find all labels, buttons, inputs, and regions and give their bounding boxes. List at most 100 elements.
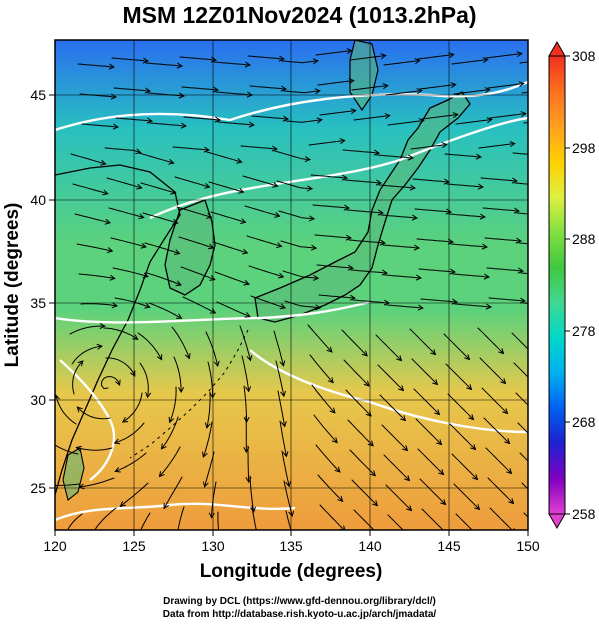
streamline xyxy=(216,301,251,318)
colorbar: 258 268 278 288 298 308 xyxy=(548,40,596,530)
streamline-arrowhead xyxy=(136,183,143,190)
streamline xyxy=(114,297,151,308)
streamline-arrowhead xyxy=(543,504,548,509)
streamline xyxy=(310,174,348,179)
y-axis: 45 40 35 30 25 Latitude (degrees) xyxy=(2,87,55,496)
streamline xyxy=(78,273,116,279)
streamline xyxy=(343,359,370,387)
colorbar-tick-label: 258 xyxy=(572,506,596,522)
streamline-arrowhead xyxy=(441,142,448,148)
streamline xyxy=(346,209,384,214)
streamline xyxy=(452,273,490,278)
map-panel xyxy=(54,39,548,541)
streamline xyxy=(76,243,113,252)
streamline-arrowhead xyxy=(102,189,109,196)
streamline-arrowhead xyxy=(411,214,418,221)
streamline-arrowhead xyxy=(380,53,387,59)
streamline-arrowhead xyxy=(363,380,370,387)
streamline-arrowhead xyxy=(409,536,414,541)
streamline-arrowhead xyxy=(158,471,165,478)
streamline-arrowhead xyxy=(398,385,405,392)
streamline-arrowhead xyxy=(308,215,316,222)
streamline-arrowhead xyxy=(238,188,245,194)
streamline-arrowhead xyxy=(539,444,544,449)
streamline-arrowhead xyxy=(347,264,354,271)
streamline xyxy=(489,113,527,119)
streamline xyxy=(487,477,514,504)
streamline-arrowhead xyxy=(138,213,145,220)
streamline xyxy=(145,62,183,67)
streamline xyxy=(421,114,459,120)
streamline xyxy=(204,451,215,488)
streamline-arrowhead xyxy=(326,346,333,353)
streamline xyxy=(78,477,115,488)
streamline-arrowhead xyxy=(156,354,163,361)
streamline xyxy=(178,236,214,249)
streamline-arrowhead xyxy=(107,247,114,253)
colorbar-tick-label: 308 xyxy=(572,48,596,64)
streamline xyxy=(319,504,345,530)
streamline-arrowhead xyxy=(109,274,116,281)
streamline xyxy=(176,206,212,218)
x-tick-label: 120 xyxy=(43,538,67,554)
streamline-arrowhead xyxy=(285,481,291,488)
streamline xyxy=(251,505,257,530)
streamline xyxy=(283,90,321,94)
streamline-arrowhead xyxy=(416,88,423,94)
streamline xyxy=(383,454,410,481)
streamline xyxy=(142,212,179,224)
streamline xyxy=(77,63,115,68)
streamline xyxy=(317,80,355,86)
streamline xyxy=(349,55,387,61)
streamline-arrowhead xyxy=(130,370,136,377)
streamline-arrowhead xyxy=(502,408,509,415)
map-title: MSM 12Z01Nov2024 (1013.2hPa) xyxy=(122,2,477,28)
streamline xyxy=(487,83,525,89)
streamline-arrowhead xyxy=(281,421,287,428)
streamline-arrowhead xyxy=(240,218,247,224)
streamline xyxy=(353,509,375,530)
streamline-arrowhead xyxy=(466,384,473,391)
streamline xyxy=(149,122,187,127)
streamline xyxy=(173,356,182,393)
streamline xyxy=(485,447,512,474)
streamline-arrowhead xyxy=(430,349,437,356)
streamline xyxy=(307,324,333,353)
streamline-arrowhead xyxy=(245,386,251,393)
streamline-arrowhead xyxy=(464,354,471,361)
streamline xyxy=(519,452,528,462)
streamline-arrowhead xyxy=(409,184,416,191)
streamline xyxy=(413,388,440,415)
streamline xyxy=(309,354,334,384)
streamline-arrowhead xyxy=(484,87,491,93)
streamline xyxy=(311,384,336,414)
streamline xyxy=(114,452,147,472)
streamline xyxy=(319,110,357,116)
streamline-arrowhead xyxy=(361,350,368,357)
streamline xyxy=(375,334,402,361)
streamline xyxy=(386,304,424,309)
streamline xyxy=(100,376,121,390)
streamline-arrowhead xyxy=(168,159,175,165)
streamline xyxy=(514,182,528,185)
streamline xyxy=(316,264,354,269)
streamline-arrowhead xyxy=(209,308,217,314)
streamline xyxy=(161,416,179,450)
streamline xyxy=(72,183,109,195)
colorbar-scale xyxy=(548,55,566,515)
streamline-arrowhead xyxy=(280,85,287,92)
streamline xyxy=(67,513,83,530)
y-tick-label: 25 xyxy=(30,480,46,496)
streamline xyxy=(409,328,436,355)
colorbar-bottom-arrow xyxy=(548,513,566,530)
streamline xyxy=(411,358,438,385)
streamline xyxy=(380,214,418,219)
streamline-arrowhead xyxy=(313,275,320,281)
streamline-arrowhead xyxy=(236,158,243,164)
streamline xyxy=(213,61,251,66)
streamline xyxy=(210,211,246,223)
streamline xyxy=(519,61,528,64)
streamline-arrowhead xyxy=(121,417,129,423)
streamline xyxy=(479,357,506,384)
streamline xyxy=(105,357,136,377)
